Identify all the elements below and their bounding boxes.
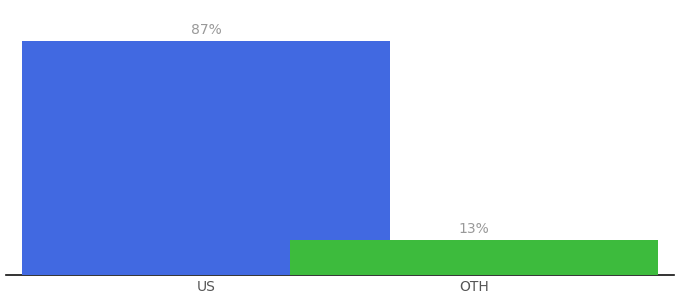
Bar <box>290 240 658 275</box>
Text: 13%: 13% <box>458 222 489 236</box>
Text: 87%: 87% <box>191 22 222 37</box>
Bar <box>22 40 390 275</box>
